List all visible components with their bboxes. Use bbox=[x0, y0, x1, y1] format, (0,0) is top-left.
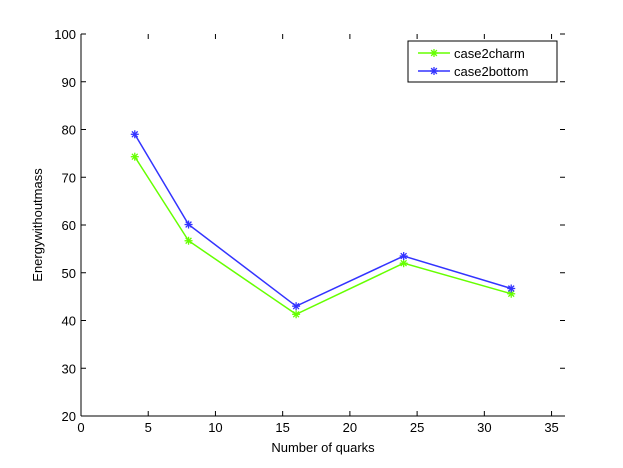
y-axis-title: Energywithoutmass bbox=[30, 168, 45, 282]
legend-marker bbox=[430, 49, 438, 57]
x-tick-label: 15 bbox=[275, 420, 289, 435]
data-point-case2charm bbox=[184, 236, 193, 245]
ticks-layer: 0 5 10 15 20 25 30 35 20 30 40 50 60 70 80 90 100 bbox=[54, 27, 565, 435]
x-axis-title: Number of quarks bbox=[271, 440, 375, 455]
y-tick-label: 60 bbox=[62, 218, 76, 233]
series-layer bbox=[130, 130, 516, 319]
x-tick-label: 30 bbox=[477, 420, 491, 435]
data-point-case2bottom bbox=[130, 130, 139, 139]
y-tick-label: 30 bbox=[62, 361, 76, 376]
legend: case2charm case2bottom bbox=[407, 40, 558, 83]
y-tick-label: 40 bbox=[62, 314, 76, 329]
x-tick-label: 35 bbox=[544, 420, 558, 435]
x-tick-label: 5 bbox=[145, 420, 152, 435]
data-point-case2bottom bbox=[184, 220, 193, 229]
data-point-case2charm bbox=[399, 259, 408, 268]
x-tick-label: 0 bbox=[77, 420, 84, 435]
legend-label: case2bottom bbox=[454, 64, 528, 79]
y-tick-label: 50 bbox=[62, 266, 76, 281]
y-tick-label: 90 bbox=[62, 75, 76, 90]
x-tick-label: 25 bbox=[410, 420, 424, 435]
data-point-case2charm bbox=[130, 152, 139, 161]
data-point-case2bottom bbox=[507, 284, 516, 293]
legend-box bbox=[407, 40, 558, 83]
y-tick-label: 70 bbox=[62, 170, 76, 185]
data-point-case2bottom bbox=[399, 252, 408, 261]
y-tick-label: 20 bbox=[62, 409, 76, 424]
data-point-case2charm bbox=[292, 310, 301, 319]
x-tick-label: 20 bbox=[343, 420, 357, 435]
plot-area bbox=[81, 34, 565, 416]
data-point-case2bottom bbox=[292, 302, 301, 311]
legend-marker bbox=[430, 67, 438, 75]
y-tick-label: 80 bbox=[62, 123, 76, 138]
y-tick-label: 100 bbox=[54, 27, 76, 42]
x-tick-label: 10 bbox=[208, 420, 222, 435]
legend-label: case2charm bbox=[454, 46, 525, 61]
